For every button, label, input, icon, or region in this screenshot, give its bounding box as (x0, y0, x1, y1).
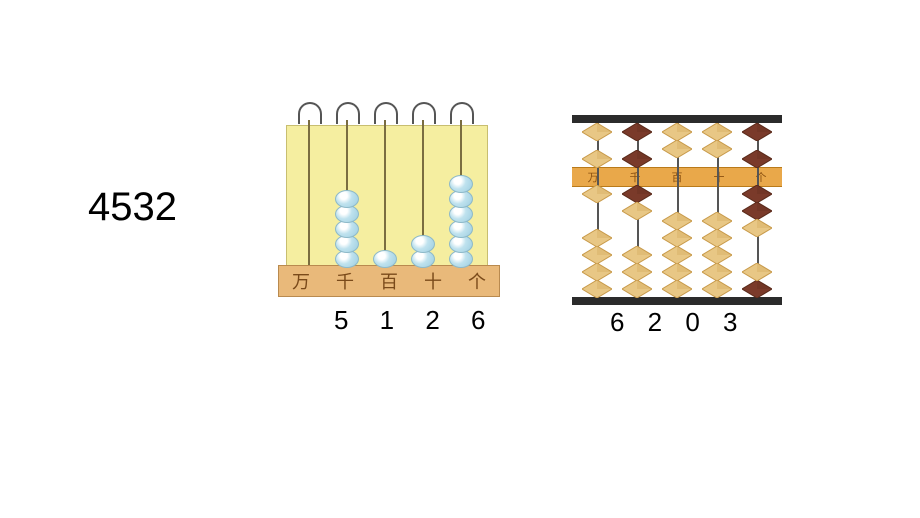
counting-bead (411, 235, 435, 253)
suanpan-bead (662, 280, 692, 298)
suanpan-frame-top (572, 115, 782, 123)
place-label: 万 (292, 268, 310, 294)
suanpan-bead (582, 263, 612, 281)
suanpan-bead (742, 280, 772, 298)
suanpan-bead (702, 212, 732, 230)
counting-bead (335, 190, 359, 208)
suanpan-bead (702, 263, 732, 281)
suanpan-bead (662, 140, 692, 158)
suanpan: 万千百十个 (572, 115, 782, 305)
counting-bead (449, 175, 473, 193)
suanpan-bead (582, 229, 612, 247)
suanpan-bead (662, 229, 692, 247)
rod-arc (336, 102, 360, 124)
place-label: 十 (714, 169, 725, 185)
suanpan-bead (702, 280, 732, 298)
suanpan-bead (622, 263, 652, 281)
counting-bead (373, 250, 397, 268)
suanpan-bead (702, 229, 732, 247)
rod-arc (450, 102, 474, 124)
rod-arc (412, 102, 436, 124)
place-label: 十 (424, 268, 442, 294)
suanpan-bead (702, 123, 732, 141)
suanpan-bead (742, 202, 772, 220)
suanpan-bead (622, 123, 652, 141)
suanpan-caption: 6 2 0 3 (610, 307, 746, 338)
suanpan-bead (742, 185, 772, 203)
suanpan-bead (622, 246, 652, 264)
suanpan-bead (702, 246, 732, 264)
suanpan-bead (582, 150, 612, 168)
suanpan-bead (742, 123, 772, 141)
suanpan-bead (702, 140, 732, 158)
suanpan-bead (622, 280, 652, 298)
suanpan-bead (582, 185, 612, 203)
rod-arc (298, 102, 322, 124)
place-label: 百 (380, 268, 398, 294)
suanpan-frame-bottom (572, 297, 782, 305)
suanpan-bead (662, 212, 692, 230)
suanpan-bead (662, 123, 692, 141)
suanpan-bead (582, 123, 612, 141)
suanpan-bead (742, 150, 772, 168)
left-number-label: 4532 (88, 185, 177, 230)
suanpan-bead (622, 150, 652, 168)
suanpan-bead (622, 185, 652, 203)
rod (384, 120, 386, 265)
suanpan-bead (662, 263, 692, 281)
suanpan-bead (742, 219, 772, 237)
counting-frame: 万千百十个 (278, 100, 498, 300)
place-label: 个 (468, 268, 486, 294)
counting-frame-caption: 5 1 2 6 (334, 305, 498, 336)
suanpan-bead (662, 246, 692, 264)
suanpan-bead (622, 202, 652, 220)
rod-arc (374, 102, 398, 124)
suanpan-bead (742, 263, 772, 281)
place-label: 千 (336, 268, 354, 294)
counting-frame-place-bar: 万千百十个 (278, 265, 500, 297)
rod (308, 120, 310, 265)
suanpan-bead (582, 280, 612, 298)
suanpan-bead (582, 246, 612, 264)
